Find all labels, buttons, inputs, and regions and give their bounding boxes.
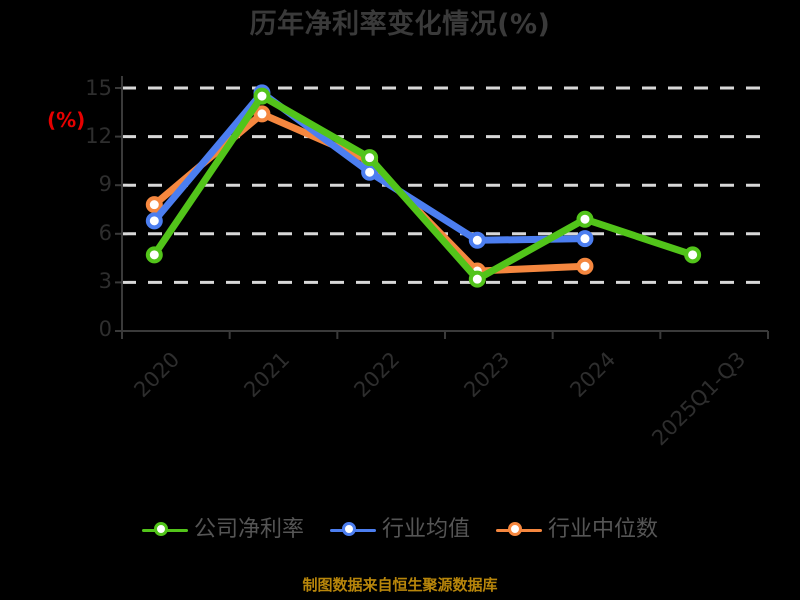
legend-marker-icon-industry-mean	[329, 520, 376, 540]
y-tick-label-6: 6	[98, 221, 112, 245]
y-axis-title: (%)	[47, 108, 86, 132]
legend-label-company: 公司净利率	[193, 517, 304, 542]
legend-marker-icon-industry-median	[496, 520, 542, 540]
chart-legend: 公司净利率 行业均值 行业中位数	[0, 518, 800, 542]
y-tick-label-15: 15	[85, 76, 112, 100]
y-tick-label-12: 12	[85, 124, 112, 148]
legend-label-industry-mean: 行业均值	[381, 517, 470, 542]
legend-marker-icon-company	[141, 520, 188, 540]
y-tick-label-0: 0	[98, 317, 112, 341]
y-tick-label-3: 3	[98, 269, 112, 293]
legend-item-industry-median[interactable]: 行业中位数	[496, 518, 658, 542]
series-layer	[145, 84, 702, 288]
footer-source-note: 制图数据来自恒生聚源数据库	[302, 576, 498, 594]
chart-title: 历年净利率变化情况(%)	[249, 9, 551, 40]
legend-label-industry-median: 行业中位数	[548, 517, 659, 542]
axis-lines	[115, 76, 769, 339]
gridlines	[122, 86, 768, 284]
legend-item-company[interactable]: 公司净利率	[141, 517, 304, 542]
y-tick-label-9: 9	[98, 172, 112, 196]
legend-item-industry-mean[interactable]: 行业均值	[329, 517, 470, 542]
